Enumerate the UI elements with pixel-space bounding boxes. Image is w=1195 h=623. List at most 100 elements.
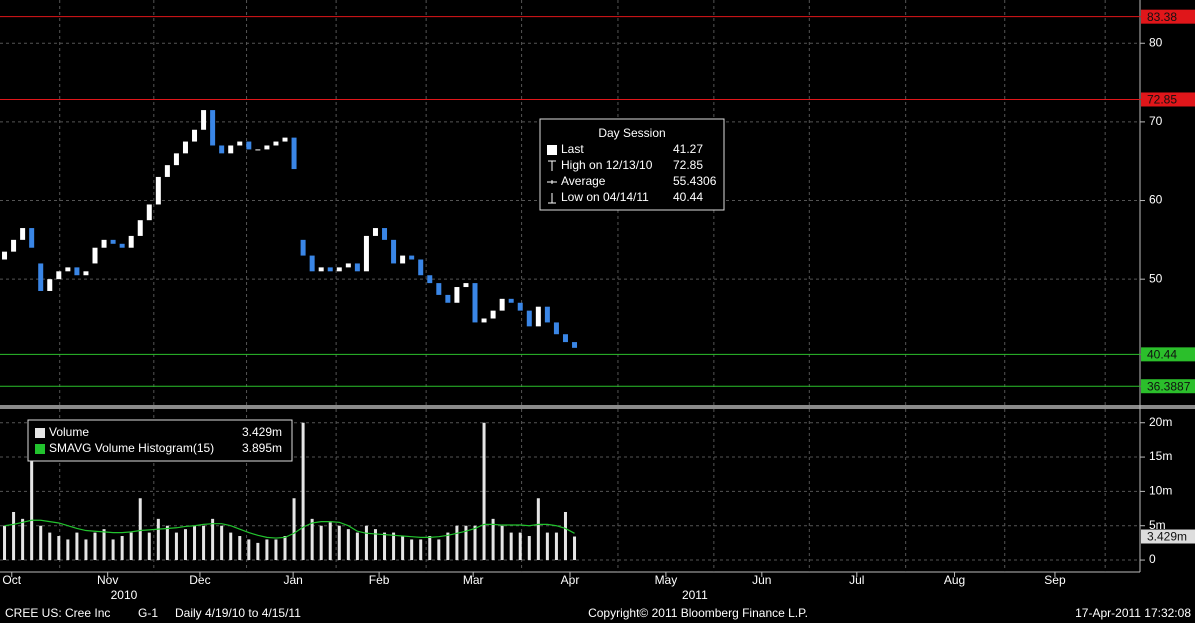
x-tick-label: Sep <box>1044 573 1066 587</box>
candle-body <box>490 310 496 319</box>
candle-body <box>101 239 107 248</box>
candle-body <box>219 145 225 154</box>
candle-body <box>192 129 198 142</box>
volume-bar <box>102 529 106 561</box>
legend-icon <box>548 160 556 171</box>
legend-box <box>27 419 293 462</box>
candle-body <box>562 334 568 343</box>
candle-body <box>309 255 315 272</box>
volume-bar <box>274 539 278 561</box>
candle-body <box>345 263 351 268</box>
volume-bar <box>292 498 296 561</box>
x-tick-label: Dec <box>189 573 210 587</box>
volume-bar <box>401 536 405 561</box>
candle-body <box>155 176 161 205</box>
y-tick-label: 20m <box>1149 415 1172 429</box>
level-label-box <box>1141 9 1195 24</box>
level-label-box <box>1141 347 1195 362</box>
x-tick-label: Nov <box>97 573 118 587</box>
candle-body <box>354 263 360 272</box>
volume-bar <box>373 529 377 561</box>
y-tick-label: 5m <box>1149 518 1166 532</box>
volume-bar <box>220 525 224 561</box>
legend-label: Volume <box>49 425 89 439</box>
legend-label: Low on 04/14/11 <box>561 190 649 204</box>
candle-body <box>535 306 541 327</box>
candle-body <box>472 283 478 323</box>
volume-bar <box>84 539 88 561</box>
volume-bar <box>202 525 206 561</box>
candle-body <box>273 141 279 146</box>
legend-label: Last <box>561 142 584 156</box>
volume-bar <box>545 532 549 561</box>
volume-bar <box>491 518 495 561</box>
volume-bar <box>138 498 142 561</box>
candle-body <box>400 255 406 264</box>
footer-timestamp: 17-Apr-2011 17:32:08 <box>1075 606 1191 620</box>
volume-bar <box>120 536 124 561</box>
volume-bar <box>301 422 305 561</box>
volume-bar <box>410 539 414 561</box>
candle-body <box>544 306 550 323</box>
volume-bar <box>392 532 396 561</box>
candle-body <box>173 153 179 166</box>
legend-icon <box>547 180 557 184</box>
volume-bar <box>265 539 269 561</box>
candle-body <box>56 271 62 280</box>
volume-bar <box>156 518 160 561</box>
volume-bar <box>229 532 233 561</box>
candle-body <box>409 255 415 260</box>
candle-body <box>318 267 324 272</box>
candle-body <box>454 287 460 303</box>
volume-bar <box>509 532 513 561</box>
candle-body <box>336 267 342 272</box>
level-label: 72.85 <box>1147 93 1177 107</box>
level-label: 40.44 <box>1147 348 1177 362</box>
footer-period: Daily 4/19/10 to 4/15/11 <box>175 606 301 620</box>
volume-bar <box>346 529 350 561</box>
candle-body <box>572 342 578 348</box>
volume-bar <box>183 529 187 561</box>
volume-bar <box>75 532 79 561</box>
volume-bar <box>536 498 540 561</box>
volume-bar <box>30 450 34 561</box>
legend-value: 41.27 <box>673 142 703 156</box>
candle-body <box>65 267 71 272</box>
legend-swatch <box>35 428 45 438</box>
candle-body <box>11 239 17 252</box>
volume-bar <box>518 532 522 561</box>
volume-bar <box>364 525 368 561</box>
volume-bar <box>256 542 260 561</box>
candle-body <box>463 283 469 288</box>
legend-value: 72.85 <box>673 158 703 172</box>
level-label-box <box>1141 379 1195 394</box>
volume-bar <box>527 536 531 561</box>
candle-body <box>427 275 433 284</box>
x-tick-label: Aug <box>944 573 965 587</box>
legend: Volume 3.429m SMAVG Volume Histogram(15) 3.… <box>27 419 293 462</box>
volume-bar <box>473 525 477 561</box>
panel-separator <box>0 405 1195 409</box>
candle-body <box>363 235 369 272</box>
x-tick-label: Mar <box>463 573 484 587</box>
volume-bar <box>211 518 215 561</box>
candle-body <box>164 165 170 177</box>
volume-bar <box>328 522 332 561</box>
legend-value: 3.895m <box>242 441 282 455</box>
x-tick-label: May <box>655 573 678 587</box>
level-label: 36.3887 <box>1147 379 1191 393</box>
volume-bar <box>12 511 16 561</box>
candle-body <box>2 251 8 260</box>
volume-bar <box>455 525 459 561</box>
x-tick-label: Jun <box>752 573 771 587</box>
level-label: 83.38 <box>1147 10 1177 24</box>
candle-body <box>508 298 514 303</box>
volume-bar <box>563 511 567 561</box>
volume-bar <box>66 539 70 561</box>
y-tick-label: 60 <box>1149 193 1163 207</box>
candle-body <box>137 220 143 236</box>
candle-body <box>119 243 125 248</box>
candle-body <box>300 239 306 256</box>
